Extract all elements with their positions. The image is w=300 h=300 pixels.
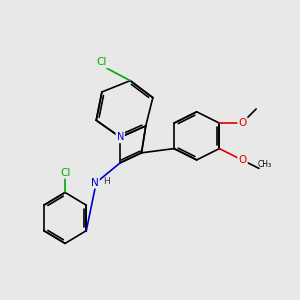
Text: N: N	[117, 132, 124, 142]
Text: Cl: Cl	[97, 57, 107, 67]
Text: O: O	[238, 118, 247, 128]
Text: Cl: Cl	[60, 168, 70, 178]
Text: CH₃: CH₃	[257, 160, 272, 169]
Text: H: H	[103, 177, 110, 186]
Text: O: O	[238, 155, 247, 165]
Text: N: N	[91, 178, 99, 188]
